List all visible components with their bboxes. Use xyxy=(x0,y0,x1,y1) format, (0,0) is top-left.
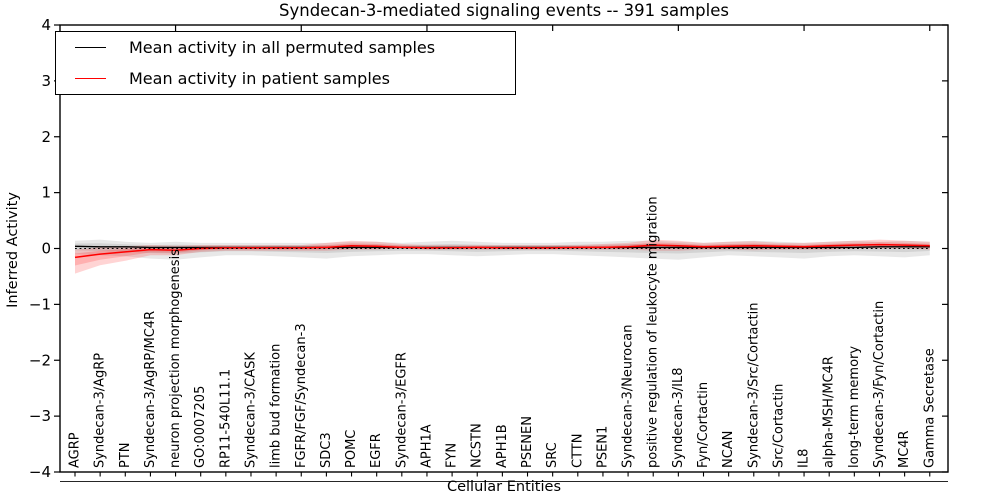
x-category-label: NCAN xyxy=(721,431,736,468)
x-category-label: POMC xyxy=(344,430,359,468)
y-tick-label: 1 xyxy=(41,184,51,202)
x-category-label: GO:0007205 xyxy=(193,386,208,468)
x-category-label: Gamma Secretase xyxy=(922,348,937,468)
x-category-label: Syndecan-3/IL8 xyxy=(671,368,686,468)
x-category-label: Syndecan-3/AgRP/MC4R xyxy=(143,311,158,468)
x-axis-title: Cellular Entities xyxy=(446,479,562,495)
x-category-label: EGFR xyxy=(369,433,384,468)
x-category-label: CTTN xyxy=(570,434,585,468)
permuted-band-outer xyxy=(75,239,930,260)
x-category-label: APH1B xyxy=(495,424,510,468)
y-tick-label: 3 xyxy=(41,72,51,90)
y-tick-label: 4 xyxy=(41,16,51,34)
patient-line-swatch xyxy=(75,78,106,79)
permuted-line-swatch xyxy=(75,47,106,48)
y-tick-label: −3 xyxy=(29,407,51,425)
x-category-label: FYN xyxy=(445,443,460,468)
x-category-label: SRC xyxy=(545,442,560,468)
y-axis-title: Inferred Activity xyxy=(5,192,21,308)
x-category-label: alpha-MSH/MC4R xyxy=(822,356,837,468)
y-tick-label: −2 xyxy=(29,351,51,369)
x-category-label: AGRP xyxy=(68,432,83,468)
x-category-label: PSEN1 xyxy=(595,426,610,468)
x-category-label: APH1A xyxy=(419,424,434,468)
x-category-label: Syndecan-3/AgRP xyxy=(93,353,108,468)
x-category-label: Syndecan-3/CASK xyxy=(243,352,258,468)
y-tick-label: 2 xyxy=(41,128,51,146)
x-category-label: RP11-540L11.1 xyxy=(218,369,233,468)
legend-entry-patient: Mean activity in patient samples xyxy=(56,64,515,94)
x-category-label: Syndecan-3/Src/Cortactin xyxy=(746,302,761,468)
x-category-label: MC4R xyxy=(897,430,912,468)
x-category-label: Syndecan-3/Neurocan xyxy=(621,325,636,468)
patient-mean-line xyxy=(74,243,930,259)
x-category-label: Src/Cortactin xyxy=(771,384,786,468)
x-category-label: positive regulation of leukocyte migrati… xyxy=(646,196,661,468)
x-category-label: long-term memory xyxy=(847,346,862,468)
x-category-label: IL8 xyxy=(797,449,812,468)
x-category-label: Fyn/Cortactin xyxy=(696,382,711,468)
y-tick-label: −1 xyxy=(29,295,51,313)
x-category-label: SDC3 xyxy=(319,432,334,468)
x-category-label: PSENEN xyxy=(520,416,535,468)
x-category-label: limb bud formation xyxy=(269,344,284,468)
legend-label: Mean activity in patient samples xyxy=(129,69,390,88)
x-category-label: Syndecan-3/Fyn/Cortactin xyxy=(872,301,887,468)
y-tick-label: 0 xyxy=(41,240,51,258)
x-category-label: NCSTN xyxy=(470,423,485,468)
x-category-label: PTN xyxy=(118,442,133,468)
y-tick-label: −4 xyxy=(29,463,51,481)
x-category-label: FGFR/FGF/Syndecan-3 xyxy=(294,323,309,468)
legend: Mean activity in all permuted samples Me… xyxy=(55,31,516,95)
x-category-label: Syndecan-3/EGFR xyxy=(394,352,409,468)
x-category-label: neuron projection morphogenesis xyxy=(168,249,183,468)
legend-label: Mean activity in all permuted samples xyxy=(129,38,436,57)
chart-title: Syndecan-3-mediated signaling events -- … xyxy=(279,1,729,20)
legend-entry-permuted: Mean activity in all permuted samples xyxy=(56,33,515,63)
